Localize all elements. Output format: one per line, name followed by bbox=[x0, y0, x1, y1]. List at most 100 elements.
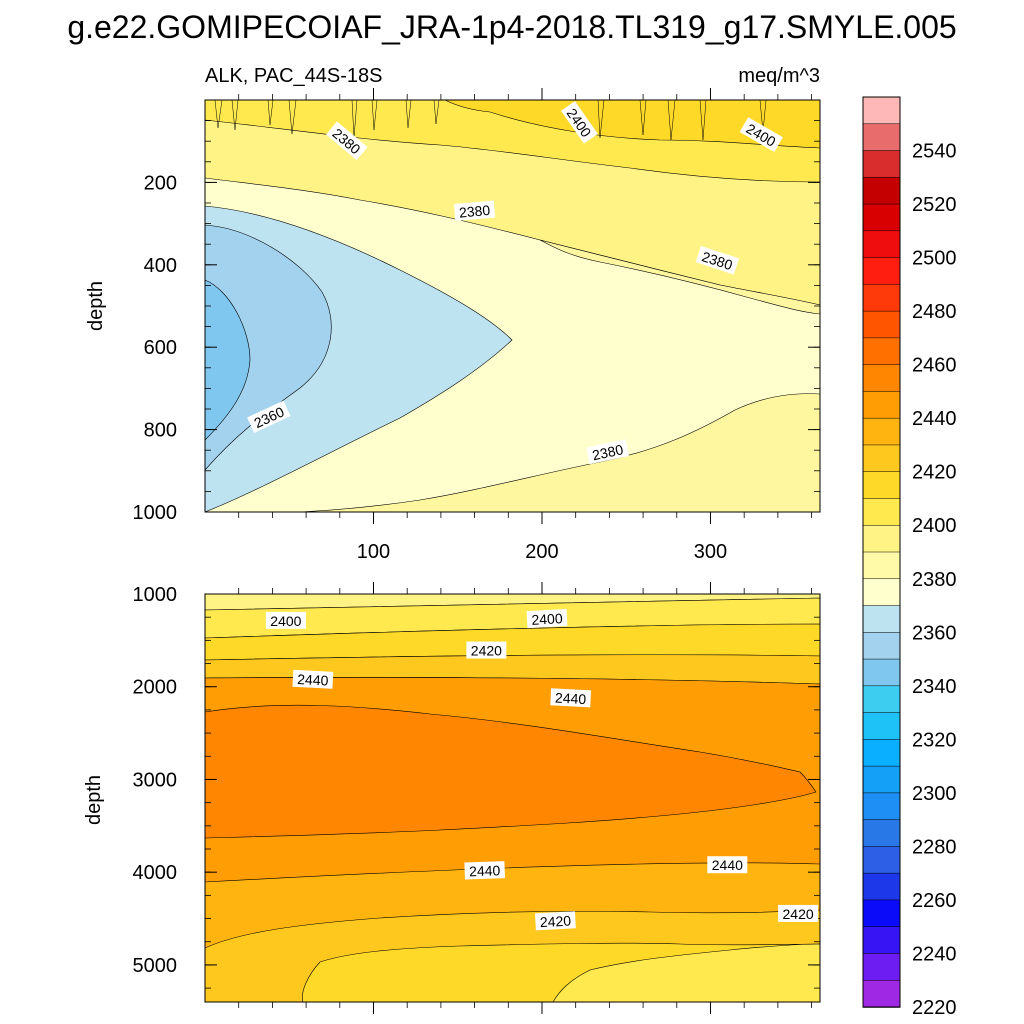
contour-label: 2380 bbox=[453, 200, 496, 221]
colorbar-swatch bbox=[862, 310, 901, 339]
colorbar-label: 2240 bbox=[912, 943, 957, 965]
y-tick-label: 1000 bbox=[133, 502, 178, 524]
colorbar-label: 2440 bbox=[912, 408, 957, 430]
colorbar-label: 2360 bbox=[912, 622, 957, 644]
colorbar: 2200222022402260228023002320234023602380… bbox=[862, 96, 957, 1019]
colorbar-label: 2480 bbox=[912, 301, 957, 323]
contour-label: 2380 bbox=[586, 439, 629, 465]
y-tick-label: 1000 bbox=[133, 584, 178, 606]
lower-ticks: 1000 2000 3000 4000 5000 bbox=[133, 582, 820, 1014]
contour-label-bg bbox=[695, 245, 740, 275]
contour-label-bg bbox=[707, 856, 748, 874]
colorbar-swatch bbox=[862, 899, 901, 928]
contour-label-text: 2440 bbox=[469, 862, 501, 879]
colorbar-swatch bbox=[862, 123, 901, 152]
contour-label-text: 2440 bbox=[712, 857, 743, 873]
figure-title: g.e22.GOMIPECOIAF_JRA-1p4-2018.TL319_g17… bbox=[67, 9, 956, 45]
lower-fill-2400-bottom bbox=[552, 943, 821, 1003]
colorbar-swatch bbox=[862, 792, 901, 821]
contour-label: 2440 bbox=[707, 856, 748, 874]
colorbar-label: 2260 bbox=[912, 890, 957, 912]
upper-fill-2350 bbox=[204, 224, 332, 471]
colorbar-label: 2220 bbox=[912, 997, 957, 1019]
y-tick-label: 800 bbox=[144, 420, 177, 442]
contour-label-text: 2420 bbox=[539, 913, 571, 931]
colorbar-label: 2420 bbox=[912, 462, 957, 484]
y-tick-label: 5000 bbox=[133, 955, 178, 977]
x-tick-label: 200 bbox=[525, 541, 558, 563]
colorbar-swatch bbox=[862, 203, 901, 232]
colorbar-label: 2320 bbox=[912, 729, 957, 751]
x-tick-label: 300 bbox=[694, 541, 727, 563]
colorbar-swatch bbox=[862, 605, 901, 634]
colorbar-swatch bbox=[862, 337, 901, 366]
lower-panel: 1000 2000 3000 4000 5000 2400 2400 2420 2440 244… bbox=[83, 582, 821, 1014]
colorbar-label: 2380 bbox=[912, 569, 957, 591]
colorbar-label: 2340 bbox=[912, 676, 957, 698]
contour-label-text: 2420 bbox=[783, 906, 814, 922]
colorbar-swatch bbox=[862, 872, 901, 901]
colorbar-swatch bbox=[862, 712, 901, 741]
colorbar-swatch bbox=[862, 765, 901, 794]
upper-fill-2340 bbox=[204, 279, 251, 441]
contour-label: 2440 bbox=[464, 861, 505, 880]
y-tick-label: 4000 bbox=[133, 862, 178, 884]
contour-label-bg bbox=[464, 861, 505, 880]
colorbar-swatch bbox=[862, 150, 901, 179]
contour-label: 2420 bbox=[466, 641, 507, 659]
y-tick-label: 400 bbox=[144, 255, 177, 277]
colorbar-swatch bbox=[862, 578, 901, 607]
units-label: meq/m^3 bbox=[738, 65, 820, 87]
colorbar-swatch bbox=[862, 953, 901, 981]
contour-label-bg bbox=[550, 688, 592, 708]
contour-label-text: 2400 bbox=[270, 613, 301, 629]
x-tick-labels: 100 200 300 bbox=[357, 541, 727, 563]
contour-label-bg bbox=[535, 911, 576, 931]
contour-label-bg bbox=[586, 439, 629, 465]
colorbar-frame bbox=[862, 96, 901, 1008]
colorbar-swatch bbox=[862, 284, 901, 312]
colorbar-swatch bbox=[862, 96, 901, 125]
upper-fill-2390-right bbox=[539, 239, 821, 315]
left-subtitle: ALK, PAC_44S-18S bbox=[205, 65, 383, 87]
contour-label-bg bbox=[466, 641, 507, 659]
colorbar-swatch bbox=[862, 444, 901, 473]
colorbar-label: 2500 bbox=[912, 248, 957, 270]
colorbar-swatch bbox=[862, 632, 901, 660]
colorbar-swatch bbox=[862, 417, 901, 446]
colorbar-swatch bbox=[862, 979, 901, 1008]
contour-label: 2420 bbox=[778, 904, 819, 922]
colorbar-label: 2520 bbox=[912, 194, 957, 216]
contour-label-bg bbox=[739, 117, 783, 152]
contour-label-text: 2400 bbox=[531, 610, 563, 628]
colorbar-label: 2400 bbox=[912, 515, 957, 537]
colorbar-swatch bbox=[862, 658, 901, 687]
colorbar-label: 2280 bbox=[912, 836, 957, 858]
colorbar-swatch bbox=[862, 739, 901, 767]
colorbar-swatch bbox=[862, 846, 901, 874]
contour-label: 2440 bbox=[550, 688, 592, 708]
lower-fill-2450 bbox=[204, 704, 817, 839]
x-tick-label: 100 bbox=[357, 541, 390, 563]
lower-ylabel: depth bbox=[83, 775, 105, 825]
colorbar-swatch bbox=[862, 391, 901, 419]
y-tick-label: 2000 bbox=[133, 677, 178, 699]
colorbar-swatch bbox=[862, 471, 901, 500]
colorbar-swatch bbox=[862, 926, 901, 955]
lower-panel-frame bbox=[204, 593, 821, 1003]
contour-label-bg bbox=[778, 904, 819, 922]
colorbar-swatch bbox=[862, 230, 901, 259]
contour-label-bg bbox=[453, 200, 496, 221]
y-tick-label: 200 bbox=[144, 172, 177, 194]
y-tick-label: 3000 bbox=[133, 769, 178, 791]
contour-label-text: 2440 bbox=[297, 671, 329, 689]
contour-label-bg bbox=[247, 400, 291, 433]
contour-label-text: 2380 bbox=[458, 202, 491, 221]
contour-label: 2400 bbox=[265, 611, 306, 629]
colorbar-swatch bbox=[862, 524, 901, 553]
contour-label-bg bbox=[526, 609, 568, 629]
contour-label-text: 2420 bbox=[471, 643, 502, 659]
colorbar-swatch bbox=[862, 551, 901, 580]
